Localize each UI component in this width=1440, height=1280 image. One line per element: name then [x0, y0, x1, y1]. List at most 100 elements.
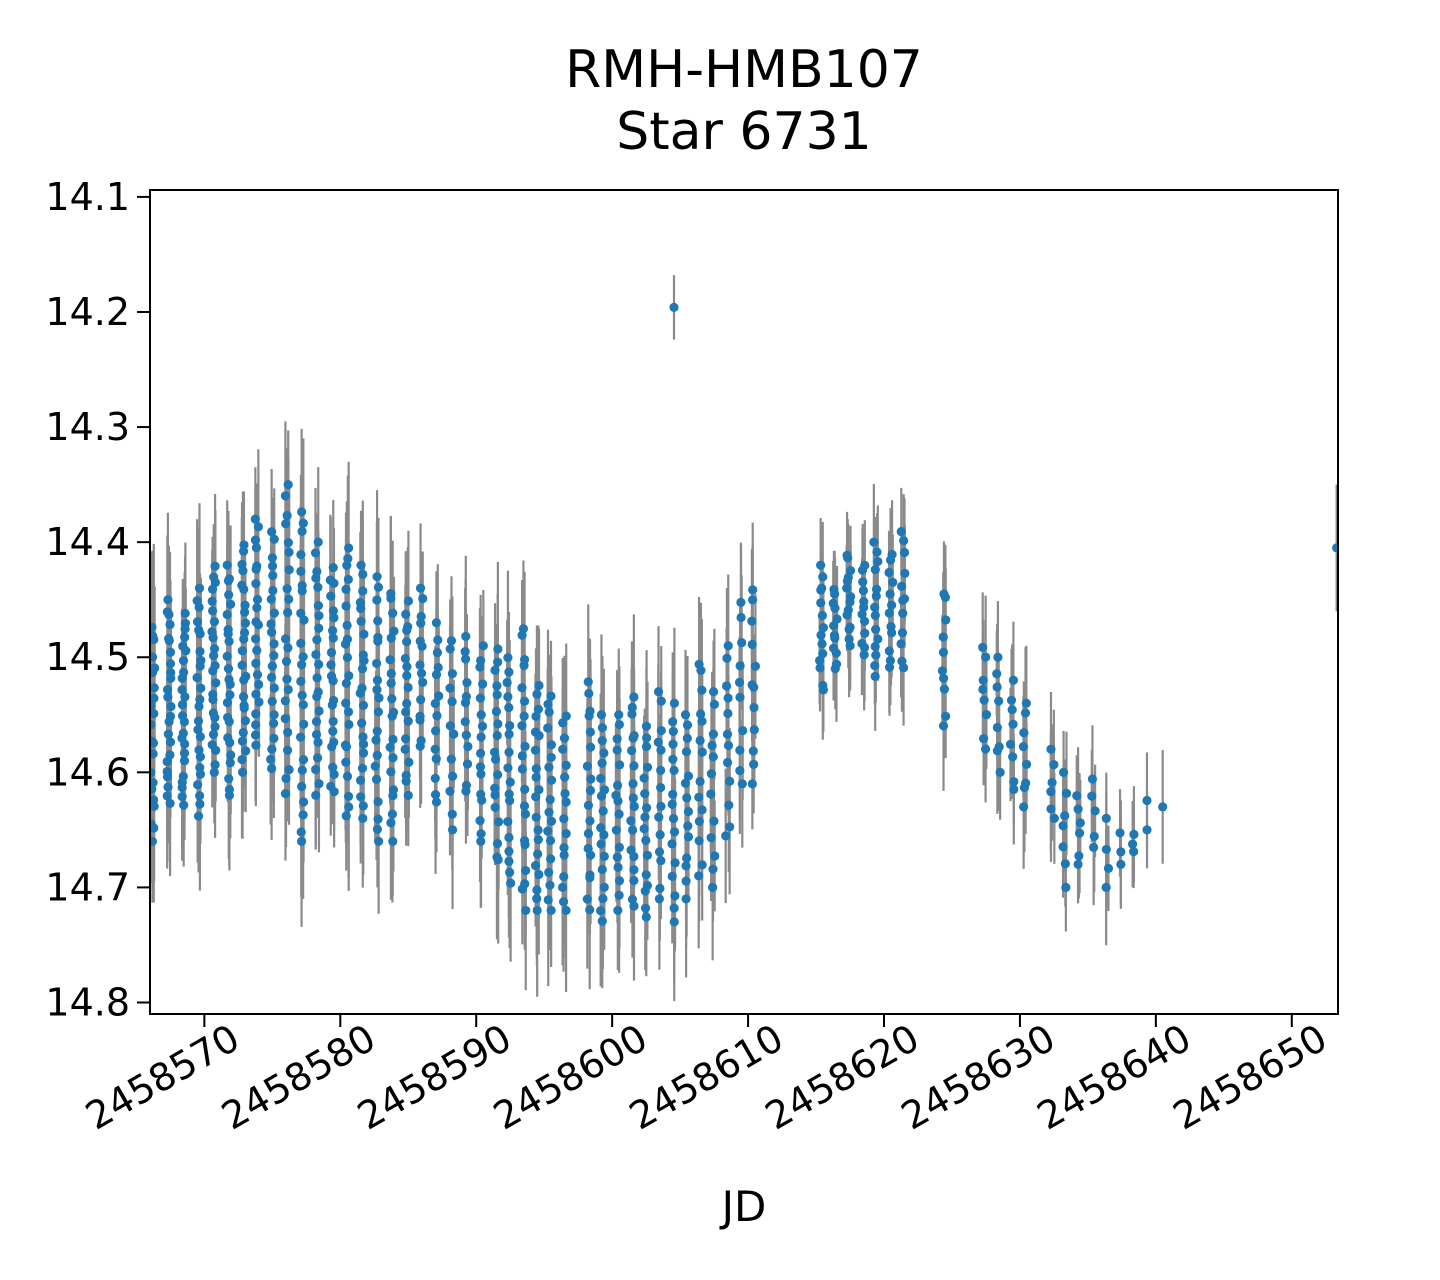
data-point: [269, 710, 279, 720]
data-point: [283, 538, 293, 548]
data-point: [1073, 859, 1083, 869]
data-point: [629, 801, 639, 812]
data-point: [642, 762, 653, 772]
data-point: [899, 536, 909, 546]
data-point: [179, 717, 189, 727]
data-point: [1087, 791, 1097, 801]
data-point: [297, 765, 307, 775]
data-point: [1115, 828, 1125, 838]
data-point: [432, 647, 443, 658]
data-point: [195, 791, 205, 801]
data-point: [681, 747, 692, 757]
data-point: [344, 543, 354, 553]
data-point: [695, 776, 705, 787]
data-point: [682, 793, 692, 803]
data-point: [653, 687, 664, 697]
data-point: [431, 670, 442, 680]
data-point: [177, 792, 187, 802]
data-point: [596, 791, 607, 801]
data-point: [557, 882, 568, 893]
data-point: [252, 670, 263, 680]
data-point: [885, 555, 896, 565]
data-point: [298, 518, 308, 528]
data-point: [519, 801, 530, 811]
data-point: [937, 666, 948, 676]
data-point: [900, 568, 910, 578]
data-point: [884, 608, 894, 618]
data-point: [584, 711, 594, 721]
data-point: [431, 618, 442, 628]
data-point: [561, 797, 571, 807]
data-point: [461, 730, 471, 740]
data-point: [150, 836, 158, 846]
data-point: [447, 771, 458, 781]
data-point: [401, 776, 411, 786]
data-point: [584, 688, 594, 699]
data-point: [402, 637, 412, 647]
data-point: [252, 594, 263, 605]
data-point: [722, 653, 732, 663]
y-tick-label: 14.1: [45, 175, 130, 219]
data-point: [885, 589, 895, 599]
data-point: [585, 727, 595, 737]
data-point: [721, 681, 732, 691]
data-point: [533, 825, 543, 835]
data-point: [494, 817, 504, 827]
data-point: [504, 832, 514, 843]
data-point: [1103, 863, 1114, 874]
data-point: [844, 624, 854, 634]
data-point: [476, 829, 486, 839]
data-point: [493, 719, 503, 729]
data-point: [269, 534, 279, 544]
data-point: [296, 676, 306, 686]
data-point: [655, 830, 665, 840]
data-point: [697, 860, 707, 870]
data-point: [462, 759, 473, 769]
data-point: [284, 765, 294, 775]
data-point: [938, 647, 949, 657]
data-point: [641, 741, 652, 752]
data-point: [669, 827, 680, 837]
data-point: [506, 878, 516, 888]
data-point: [546, 691, 556, 701]
data-series: [150, 275, 1338, 1001]
data-point: [544, 807, 554, 817]
data-point: [502, 677, 512, 688]
data-point: [1058, 821, 1068, 831]
y-tick-label: 14.8: [45, 980, 130, 1024]
data-point: [284, 594, 294, 604]
data-point: [180, 608, 190, 618]
data-point: [311, 573, 321, 583]
chart-subtitle: Star 6731: [616, 102, 872, 162]
data-point: [282, 584, 292, 594]
data-point: [859, 642, 870, 653]
data-point: [388, 734, 398, 745]
data-point: [613, 796, 623, 806]
data-point: [162, 791, 172, 801]
data-point: [641, 835, 651, 845]
data-point: [750, 661, 761, 671]
data-point: [694, 871, 704, 881]
data-point: [653, 737, 663, 747]
data-point: [1128, 839, 1138, 849]
data-point: [251, 579, 261, 589]
data-point: [681, 894, 691, 904]
data-point: [642, 803, 652, 813]
data-point: [195, 646, 205, 657]
data-point: [225, 679, 235, 690]
data-point: [708, 752, 718, 762]
data-point: [180, 632, 190, 642]
data-point: [667, 871, 677, 882]
data-point: [326, 660, 336, 670]
data-point: [298, 810, 308, 820]
data-point: [517, 751, 527, 761]
data-point: [237, 660, 247, 670]
data-point: [896, 639, 906, 649]
data-point: [210, 712, 220, 723]
data-point: [816, 630, 826, 640]
data-point: [297, 690, 307, 700]
data-point: [640, 789, 650, 799]
data-point: [490, 783, 500, 793]
data-point: [433, 662, 443, 673]
data-point: [284, 547, 294, 557]
